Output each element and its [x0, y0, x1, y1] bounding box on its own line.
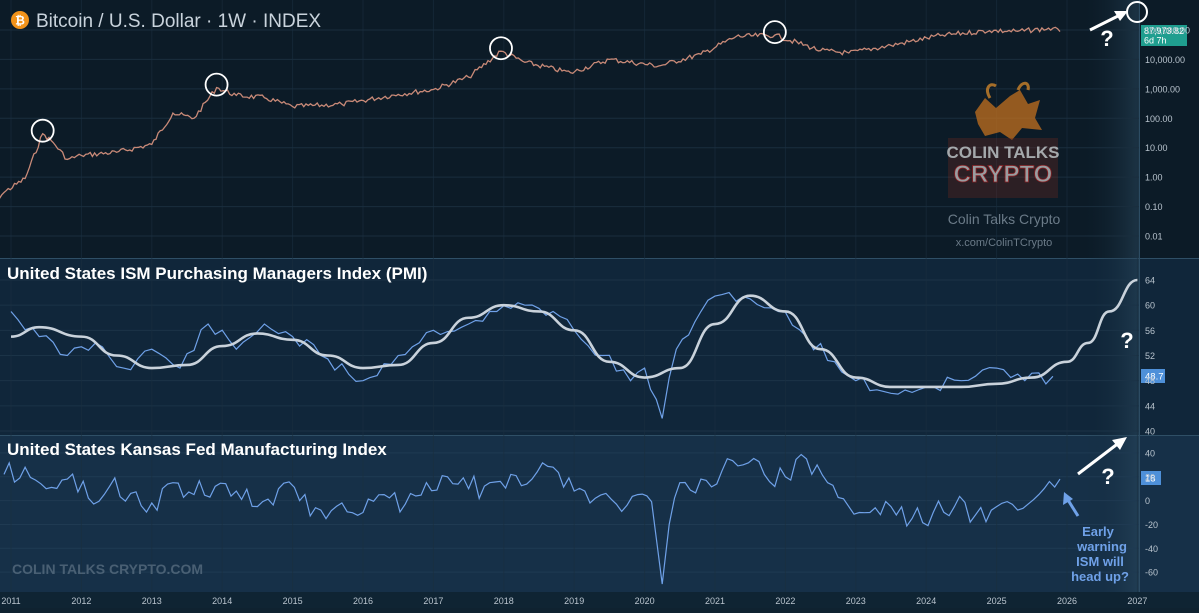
x-tick-label: 2019 — [564, 596, 584, 606]
early-warning-arrow — [1066, 499, 1080, 517]
kc-y-tick: -20 — [1145, 520, 1158, 530]
btc-countdown: 6d 7h — [1144, 36, 1167, 46]
early-warning-line3: ISM will — [1076, 554, 1124, 569]
pmi-title: United States ISM Purchasing Managers In… — [7, 264, 427, 283]
pmi-y-tick: 56 — [1145, 326, 1155, 336]
logo-line1: COLIN TALKS — [946, 143, 1059, 162]
early-warning-line2: warning — [1076, 539, 1127, 554]
pmi-smoothed-line — [10, 278, 1138, 389]
bull-horn-icon — [1016, 81, 1030, 91]
early-warning-line4: head up? — [1071, 569, 1129, 584]
btc-y-tick: 100.00 — [1145, 114, 1173, 124]
kc-y-tick: 0 — [1145, 496, 1150, 506]
btc-y-tick: 100,000.00 — [1145, 26, 1190, 36]
arrow-head-icon — [1112, 437, 1127, 450]
kc-y-tick: -40 — [1145, 544, 1158, 554]
pmi-y-tick: 40 — [1145, 427, 1155, 437]
pmi-y-tick: 44 — [1145, 401, 1155, 411]
pmi-y-tick: 52 — [1145, 351, 1155, 361]
x-tick-label: 2016 — [353, 596, 373, 606]
kc-index-line — [3, 453, 1061, 585]
chart-title[interactable]: Bitcoin / U.S. Dollar · 1W · INDEX — [36, 11, 321, 32]
x-tick-label: 2017 — [423, 596, 443, 606]
x-tick-label: 2025 — [987, 596, 1007, 606]
watermark-handle: x.com/ColinTCrypto — [956, 237, 1053, 249]
btc-y-tick: 0.01 — [1145, 232, 1163, 242]
pmi-value-badge: 48.7 — [1141, 369, 1165, 383]
btc-price-badge-bg — [1141, 25, 1187, 46]
logo-backdrop — [948, 138, 1058, 198]
x-tick-label: 2027 — [1127, 596, 1147, 606]
pmi-raw-line — [10, 291, 1054, 419]
kc-value-badge-bg — [1141, 471, 1161, 485]
kc-value-badge: 18 — [1141, 471, 1161, 485]
cycle-top-circle — [489, 36, 513, 61]
watermark-logo: COLIN TALKS CRYPTO Colin Talks Crypto x.… — [946, 81, 1061, 249]
annotations: ? ? ? Early warning ISM will head up? — [1063, 1, 1148, 584]
x-tick-label: 2024 — [916, 596, 936, 606]
btc-price-line — [0, 26, 1061, 199]
btc-question-mark: ? — [1100, 26, 1113, 51]
btc-y-tick: 1.00 — [1145, 173, 1163, 183]
kc-y-tick: -60 — [1145, 568, 1158, 578]
watermark-channel: Colin Talks Crypto — [948, 211, 1061, 227]
kc-question-mark: ? — [1101, 464, 1114, 489]
footer-watermark: COLIN TALKS CRYPTO.COM — [12, 561, 203, 577]
bull-horn-icon — [986, 83, 997, 99]
pmi-value-label: 48.7 — [1145, 372, 1164, 383]
cycle-top-circle — [30, 118, 55, 143]
x-tick-label: 2022 — [775, 596, 795, 606]
x-tick-label: 2012 — [71, 596, 91, 606]
kc-y-tick: 20 — [1145, 472, 1155, 482]
x-tick-label: 2018 — [494, 596, 514, 606]
btc-price-label: 87,973.82 — [1144, 26, 1184, 36]
pmi-panel-bg — [0, 259, 1199, 435]
axes: 0.01 0.10 1.00 10.00 100.00 1,000.00 10,000.00… — [1, 26, 1190, 607]
btc-y-tick: 1,000.00 — [1145, 84, 1180, 94]
projection-zone — [1085, 0, 1140, 592]
x-tick-label: 2011 — [1, 596, 20, 606]
x-tick-label: 2021 — [705, 596, 725, 606]
pmi-y-tick: 48 — [1145, 376, 1155, 386]
pmi-y-tick: 64 — [1145, 276, 1155, 286]
kc-title: United States Kansas Fed Manufacturing I… — [7, 440, 387, 459]
cycle-top-circle — [762, 20, 787, 45]
arrow-head-icon — [1114, 11, 1128, 21]
x-tick-label: 2015 — [283, 596, 303, 606]
x-tick-label: 2020 — [635, 596, 655, 606]
cycle-top-circle — [204, 72, 229, 97]
arrow-head-icon — [1063, 492, 1073, 505]
kc-value-label: 18 — [1145, 474, 1156, 485]
bull-icon — [975, 90, 1042, 140]
kc-panel-bg — [0, 436, 1199, 592]
bitcoin-symbol-icon: ₿ — [15, 14, 25, 28]
early-warning-line1: Early — [1082, 524, 1115, 539]
pmi-y-tick: 60 — [1145, 301, 1155, 311]
pmi-value-badge-bg — [1141, 369, 1165, 383]
logo-line2: CRYPTO — [954, 161, 1053, 188]
chart-marks — [0, 20, 1138, 585]
btc-y-tick: 10.00 — [1145, 143, 1168, 153]
x-tick-label: 2023 — [846, 596, 866, 606]
kc-y-tick: 40 — [1145, 448, 1155, 458]
grid — [0, 29, 1139, 432]
btc-y-tick: 0.10 — [1145, 202, 1163, 212]
bitcoin-icon — [11, 11, 29, 29]
x-tick-label: 2026 — [1057, 596, 1077, 606]
kc-arrow — [1077, 440, 1121, 476]
x-tick-label: 2014 — [212, 596, 232, 606]
x-tick-label: 2013 — [142, 596, 162, 606]
pmi-question-mark: ? — [1120, 328, 1133, 353]
btc-price-badge: 87,973.82 6d 7h — [1141, 25, 1187, 46]
x-axis-bg — [0, 592, 1199, 608]
btc-arrow — [1089, 12, 1123, 32]
btc-target-circle — [1126, 1, 1148, 23]
btc-y-tick: 10,000.00 — [1145, 55, 1185, 65]
header: ₿ Bitcoin / U.S. Dollar · 1W · INDEX — [11, 11, 321, 32]
